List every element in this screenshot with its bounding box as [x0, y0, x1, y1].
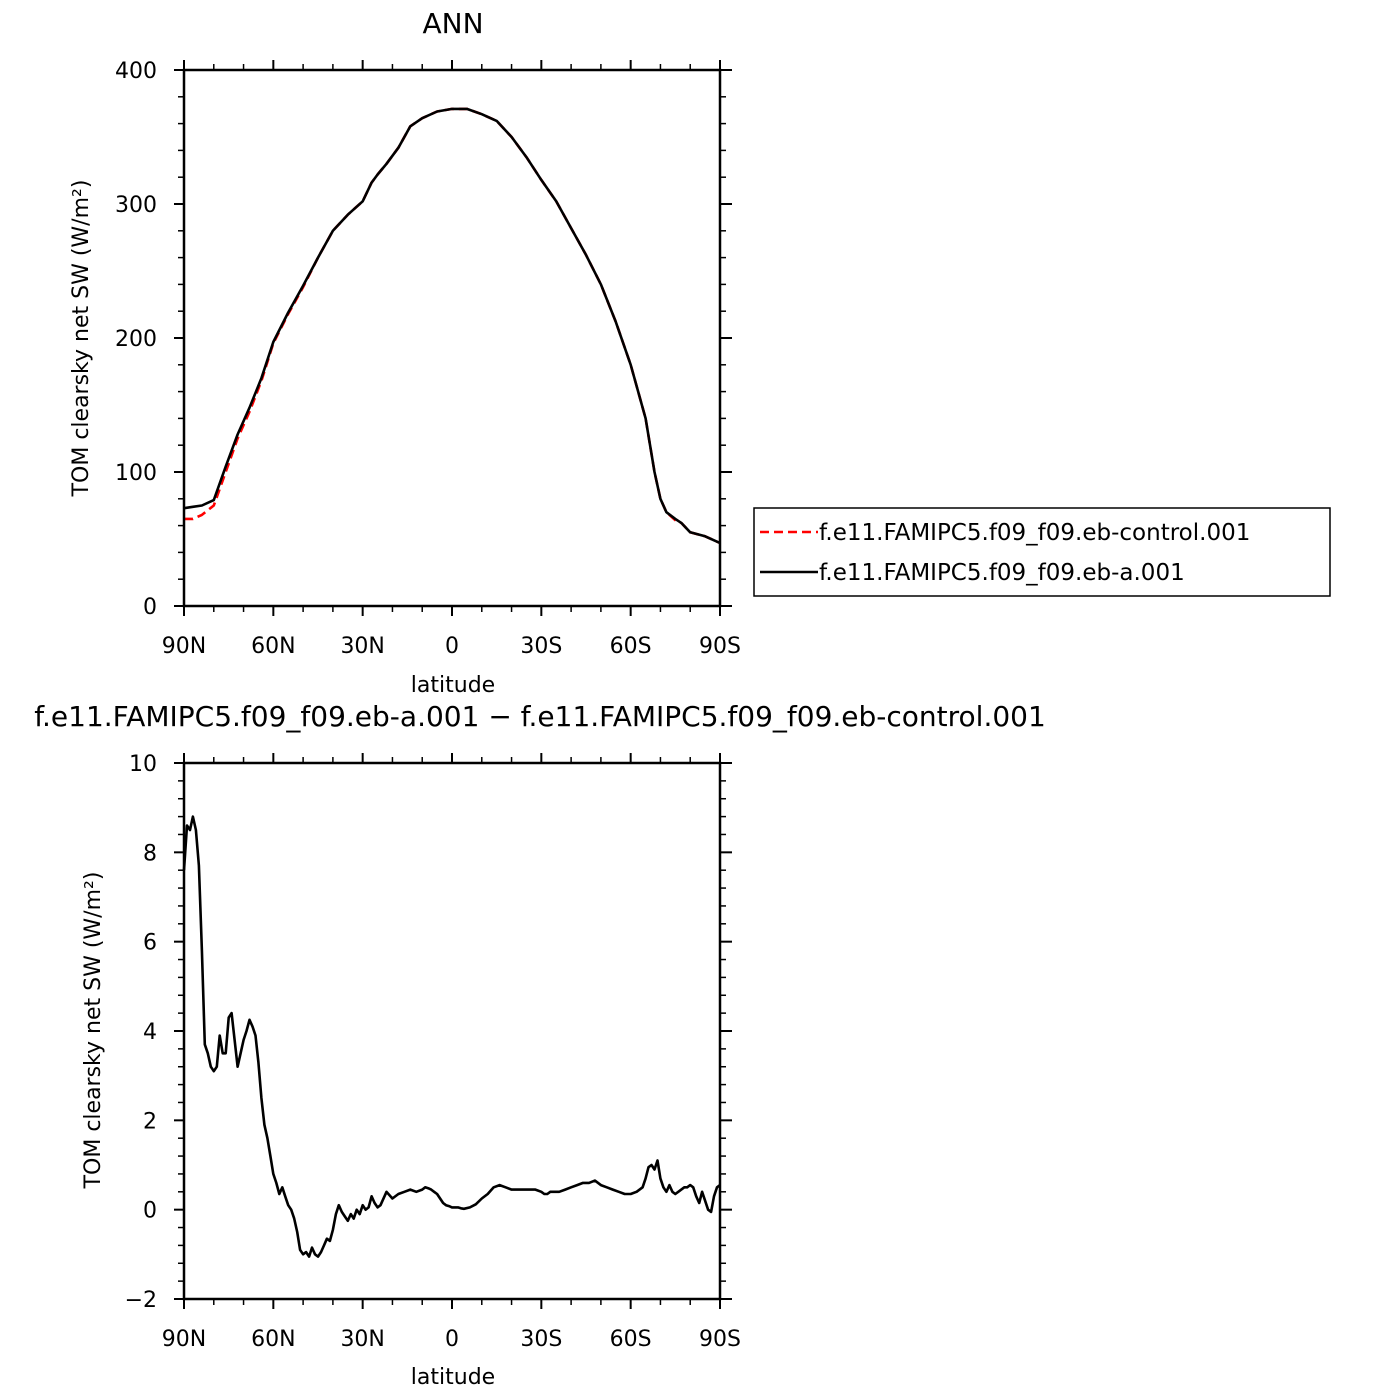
- bottom-x-tick-label: 0: [445, 1327, 459, 1352]
- top-y-tick-label: 200: [115, 327, 157, 352]
- top-y-tick-label: 0: [143, 595, 157, 620]
- top-chart-title: ANN: [422, 7, 483, 40]
- top-series-group: [183, 107, 721, 545]
- bottom-x-axis-label: latitude: [411, 1365, 495, 1390]
- top-plot-frame: [182, 68, 722, 608]
- bottom-y-tick-label: 6: [143, 931, 157, 956]
- top-axis-ticks: 90N 60N 30N 0 30S 60S 90S 0 100 200 300 400: [115, 59, 741, 659]
- bottom-x-tick-label: 30N: [340, 1327, 384, 1352]
- bottom-y-tick-label: 4: [143, 1020, 157, 1045]
- bottom-x-tick-label: 60S: [610, 1327, 652, 1352]
- bottom-y-tick-label: 10: [129, 752, 157, 777]
- top-y-tick-label: 300: [115, 193, 157, 218]
- top-series-line-1: [183, 107, 721, 545]
- bottom-chart-title: f.e11.FAMIPC5.f09_f09.eb-a.001 − f.e11.F…: [34, 700, 1046, 733]
- top-y-axis-label: TOM clearsky net SW (W/m²): [69, 180, 94, 498]
- bottom-x-tick-label: 60N: [251, 1327, 295, 1352]
- top-panel: ANN TOM clearsky net SW (W/m²) latitude …: [69, 7, 741, 698]
- bottom-y-tick-label: 0: [143, 1199, 157, 1224]
- bottom-series-group: [182, 815, 721, 1258]
- top-y-tick-label: 400: [115, 59, 157, 84]
- bottom-y-tick-label: 2: [143, 1109, 157, 1134]
- top-x-tick-label: 30N: [340, 634, 384, 659]
- bottom-x-tick-label: 90S: [699, 1327, 741, 1352]
- legend: f.e11.FAMIPC5.f09_f09.eb-control.001 f.e…: [753, 507, 1331, 597]
- top-x-tick-label: 60N: [251, 634, 295, 659]
- bottom-y-tick-label: 8: [143, 841, 157, 866]
- bottom-series-line-0: [182, 815, 721, 1258]
- bottom-x-tick-label: 30S: [520, 1327, 562, 1352]
- bottom-y-tick-label: −2: [125, 1288, 157, 1313]
- top-x-tick-label: 0: [445, 634, 459, 659]
- bottom-plot-frame: [182, 761, 722, 1301]
- top-x-tick-label: 90N: [162, 634, 206, 659]
- legend-box: [753, 507, 1331, 597]
- top-y-tick-label: 100: [115, 461, 157, 486]
- bottom-x-tick-label: 90N: [162, 1327, 206, 1352]
- top-x-tick-label: 90S: [699, 634, 741, 659]
- top-series-line-0: [184, 107, 721, 545]
- legend-label-control: f.e11.FAMIPC5.f09_f09.eb-control.001: [819, 520, 1250, 546]
- top-x-tick-label: 30S: [520, 634, 562, 659]
- legend-label-experiment: f.e11.FAMIPC5.f09_f09.eb-a.001: [819, 560, 1185, 586]
- top-x-tick-label: 60S: [610, 634, 652, 659]
- bottom-panel: f.e11.FAMIPC5.f09_f09.eb-a.001 − f.e11.F…: [34, 700, 1046, 1390]
- bottom-y-axis-label: TOM clearsky net SW (W/m²): [81, 872, 106, 1190]
- top-x-axis-label: latitude: [411, 673, 495, 698]
